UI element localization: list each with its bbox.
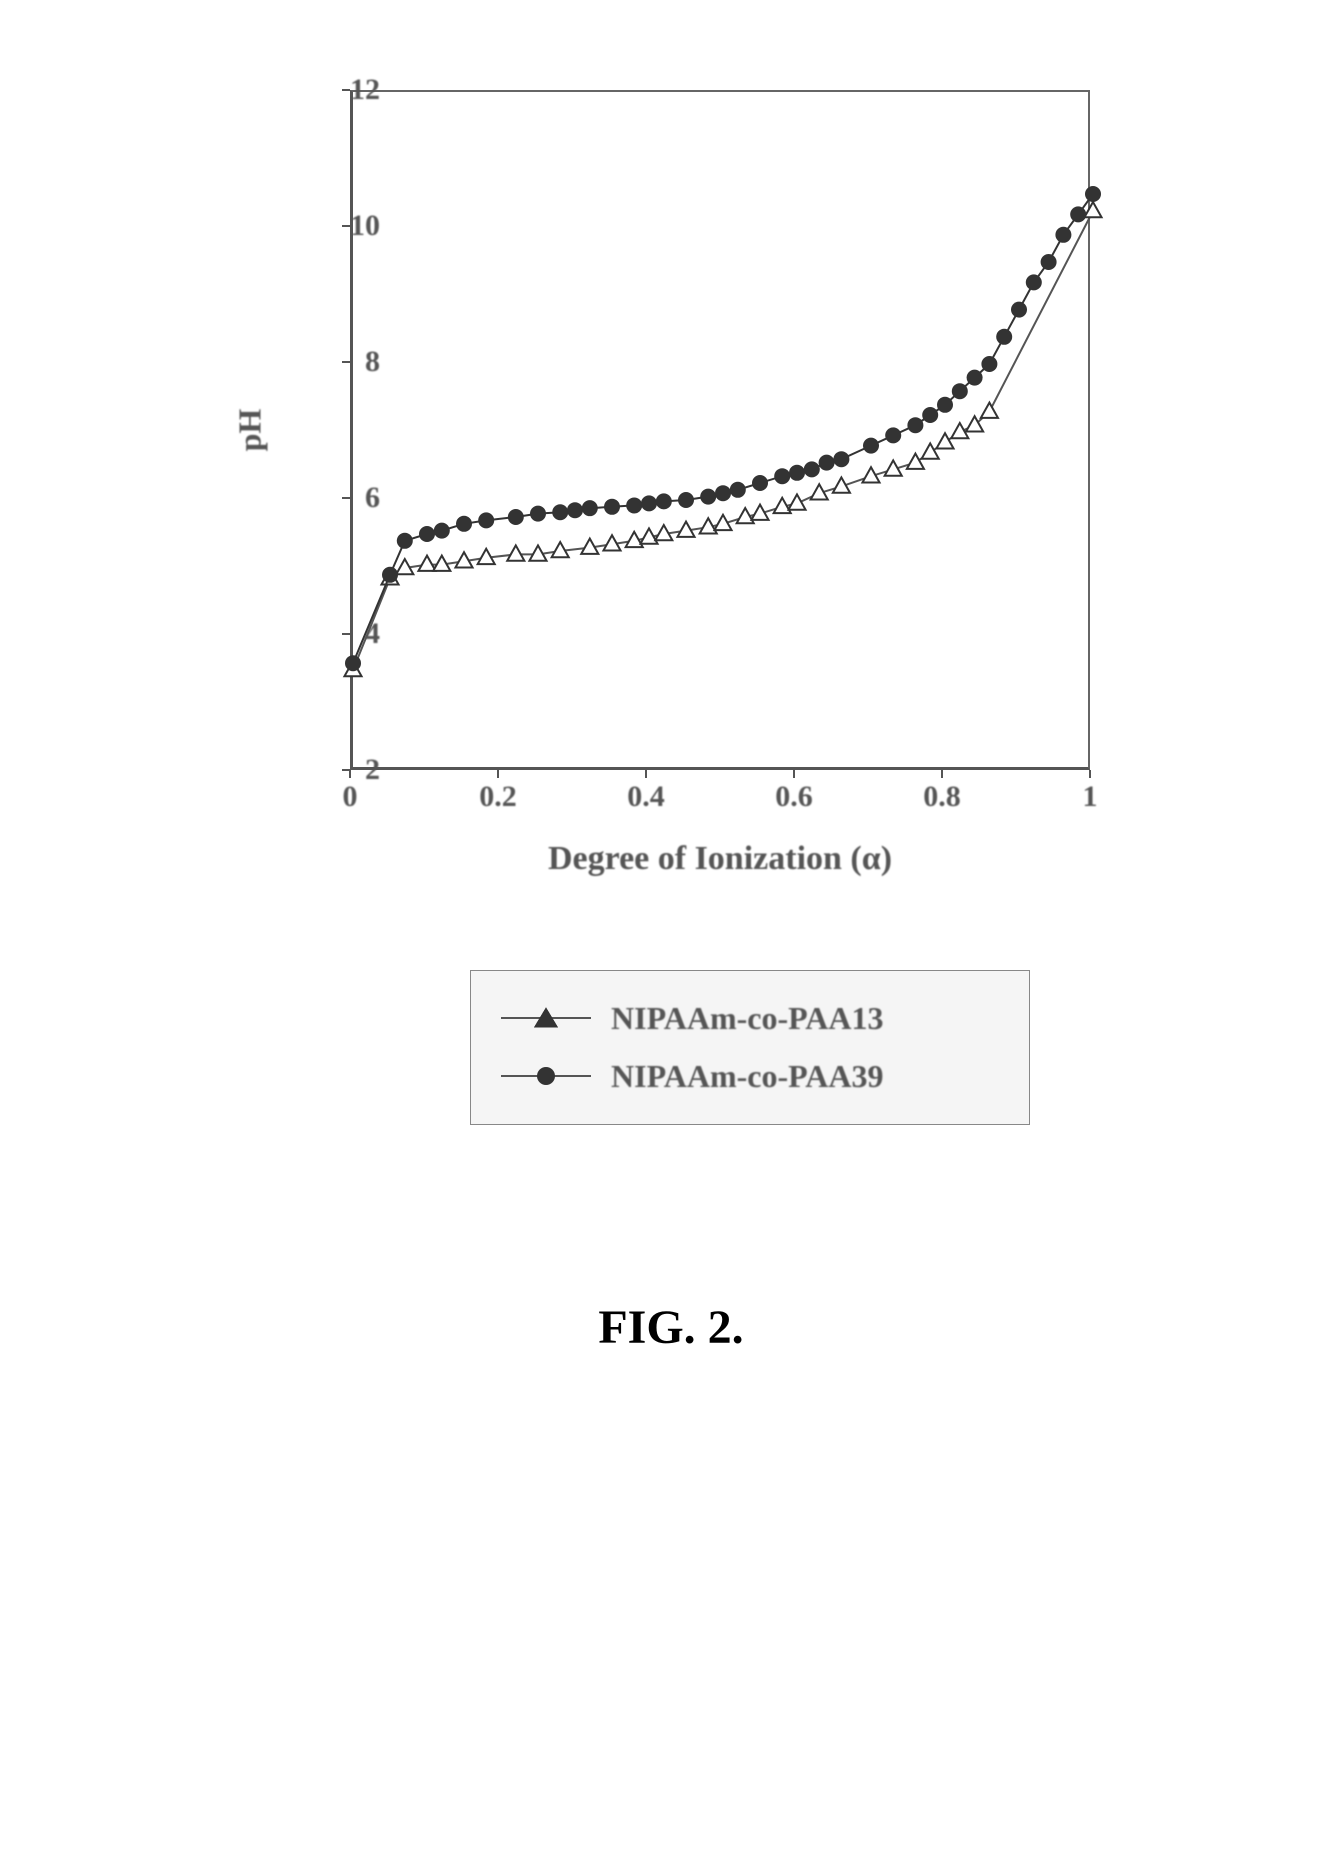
- legend: NIPAAm-co-PAA13 NIPAAm-co-PAA39: [470, 970, 1030, 1125]
- x-tick-label: 0.8: [923, 780, 961, 814]
- legend-item-0: NIPAAm-co-PAA13: [501, 989, 999, 1047]
- legend-label-1: NIPAAm-co-PAA39: [611, 1058, 884, 1095]
- triangle-icon: [536, 1010, 556, 1027]
- y-tick-label: 12: [350, 73, 380, 107]
- y-tick-label: 2: [365, 753, 380, 787]
- legend-label-0: NIPAAm-co-PAA13: [611, 1000, 884, 1037]
- y-tick-label: 6: [365, 481, 380, 515]
- y-tick-label: 10: [350, 209, 380, 243]
- figure-container: pH Degree of Ionization (α) 00.20.40.60.…: [120, 50, 1220, 870]
- legend-marker-0: [501, 1004, 591, 1032]
- circle-icon: [537, 1067, 555, 1085]
- y-tick-label: 4: [365, 617, 380, 651]
- y-axis-label: pH: [232, 409, 269, 452]
- y-tick-label: 8: [365, 345, 380, 379]
- figure-caption: FIG. 2.: [0, 1300, 1342, 1355]
- x-tick-label: 0.2: [479, 780, 517, 814]
- x-tick-label: 1: [1083, 780, 1098, 814]
- x-axis-label: Degree of Ionization (α): [548, 840, 892, 878]
- x-tick-label: 0: [343, 780, 358, 814]
- x-tick-label: 0.4: [627, 780, 665, 814]
- legend-item-1: NIPAAm-co-PAA39: [501, 1047, 999, 1105]
- x-tick-label: 0.6: [775, 780, 813, 814]
- plot-svg: [353, 92, 1093, 772]
- chart: pH Degree of Ionization (α) 00.20.40.60.…: [240, 50, 1140, 870]
- legend-marker-1: [501, 1062, 591, 1090]
- plot-area: [350, 90, 1090, 770]
